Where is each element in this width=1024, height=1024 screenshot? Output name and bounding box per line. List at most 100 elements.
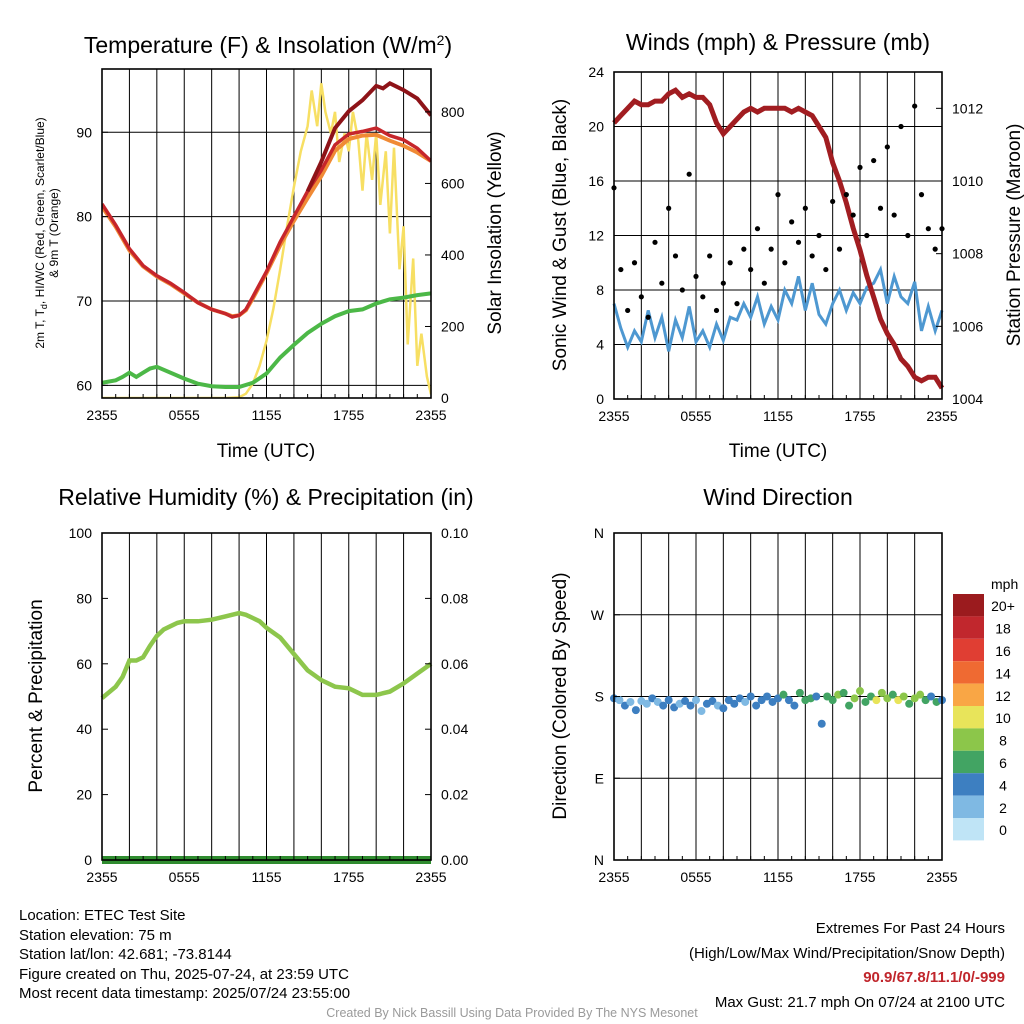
y2-tick-label: 0.10	[441, 525, 468, 541]
gust-point	[891, 212, 897, 218]
direction-point	[752, 701, 761, 710]
speed-legend-swatch	[953, 706, 984, 729]
y-tick-label: 70	[76, 293, 92, 309]
direction-point	[746, 692, 755, 701]
y-tick-label: 60	[76, 656, 92, 672]
speed-legend: mph 20+ 18 16 14 12 10 8 6 4 2 0	[953, 576, 1018, 841]
gust-point	[884, 144, 890, 150]
humidity-title: Relative Humidity (%) & Precipitation (i…	[58, 484, 473, 510]
direction-point	[872, 696, 881, 705]
gust-point	[802, 205, 808, 211]
y-tick-label: W	[591, 607, 605, 623]
y-tick-label: 24	[588, 64, 604, 80]
direction-point	[763, 692, 772, 701]
winds-ylabel: Sonic Wind & Gust (Blue, Black)	[550, 99, 571, 371]
gust-point	[850, 212, 856, 218]
y2-tick-label: 0.02	[441, 787, 468, 803]
gust-point	[727, 260, 733, 266]
gust-point	[843, 192, 849, 198]
x-tick-label: 2355	[415, 407, 446, 423]
winds-series	[611, 87, 945, 390]
direction-point	[812, 692, 821, 701]
max-gust: Max Gust: 21.7 mph On 07/24 at 2100 UTC	[714, 993, 1005, 1011]
y2-tick-label: 1008	[952, 246, 983, 262]
gust-point	[905, 232, 911, 239]
direction-point	[779, 690, 788, 699]
direction-point	[730, 699, 739, 708]
humidity-ylabel: Percent & Precipitation	[26, 599, 47, 792]
speed-legend-swatch	[953, 616, 984, 639]
gust-point	[864, 232, 870, 239]
y2-tick-label: 1012	[952, 100, 983, 116]
direction-point	[817, 719, 826, 728]
gust-point	[713, 307, 720, 314]
speed-legend-label: 8	[999, 733, 1007, 749]
direction-point	[741, 697, 750, 706]
gust-point	[795, 239, 802, 245]
gust-point	[918, 192, 925, 198]
direction-point	[790, 701, 799, 710]
winds-grid	[614, 72, 942, 399]
gust-point	[871, 157, 877, 164]
speed-legend-swatch	[953, 638, 984, 662]
direction-point	[845, 701, 854, 710]
gust-point	[925, 226, 931, 232]
wind-direction-panel: Wind Direction 2355 0555 1155 1755 2355NESWN…	[550, 484, 1018, 885]
speed-legend-label: 12	[995, 688, 1011, 704]
x-tick-label: 2355	[598, 408, 629, 424]
direction-point	[659, 701, 668, 710]
y-tick-label: 20	[588, 119, 604, 135]
y-tick-label: 60	[76, 377, 92, 393]
direction-point	[861, 697, 870, 706]
extremes-values: 90.9/67.8/11.1/0/-999	[863, 969, 1005, 986]
gust-point	[761, 280, 767, 286]
x-tick-label: 2355	[926, 869, 957, 885]
station-location: Location: ETEC Test Site	[19, 907, 186, 924]
wind-direction-series	[610, 687, 946, 728]
direction-point	[795, 688, 804, 697]
y2-tick-label: 0.00	[441, 852, 468, 868]
x-tick-label: 0555	[680, 408, 711, 424]
extremes-info: Extremes For Past 24 Hours (High/Low/Max…	[689, 917, 1005, 1015]
sonic-wind-line	[612, 265, 944, 352]
gust-point	[816, 232, 822, 239]
pressure-line	[612, 87, 945, 390]
speed-legend-label: 20+	[991, 598, 1015, 614]
winds-panel: Winds (mph) & Pressure (mb) 2355 0555 1155…	[550, 29, 1024, 462]
y2-tick-label: 0.06	[441, 656, 468, 672]
station-latlon: Station lat/lon: 42.681; -73.8144	[19, 946, 232, 963]
direction-point	[899, 692, 908, 701]
humidity-grid	[128, 533, 405, 860]
direction-point	[856, 687, 864, 696]
temperature-grid	[102, 69, 431, 398]
speed-legend-label: 16	[995, 643, 1011, 659]
temperature-panel: Temperature (F) & Insolation (W/m2) 2355…	[33, 32, 506, 462]
x-tick-label: 1155	[251, 869, 281, 885]
y2-tick-label: 200	[441, 318, 465, 334]
gust-point	[836, 246, 843, 252]
x-tick-label: 2355	[926, 408, 957, 424]
direction-point	[631, 706, 640, 715]
x-tick-label: 2355	[598, 869, 629, 885]
speed-legend-label: 6	[999, 755, 1007, 771]
y-tick-label: 12	[588, 228, 604, 244]
dewpoint-line	[102, 291, 431, 389]
x-tick-label: 2355	[86, 869, 117, 885]
direction-point	[681, 697, 690, 706]
speed-legend-swatch	[953, 750, 984, 774]
y2-tick-label: 0.04	[441, 721, 468, 737]
wind-direction-title: Wind Direction	[703, 484, 853, 510]
x-tick-label: 1755	[333, 407, 364, 423]
direction-point	[888, 690, 897, 699]
temperature-ticks: 2355 0555 1155 1755 2355 60 70 80 90 0 200 400 600 80…	[76, 104, 464, 423]
y-tick-label: 100	[69, 525, 93, 541]
y-tick-label: S	[595, 689, 604, 705]
temperature-series	[102, 80, 431, 398]
y2-tick-label: 1006	[952, 318, 983, 334]
wind-direction-ylabel: Direction (Colored By Speed)	[550, 572, 571, 819]
y-tick-label: E	[595, 770, 604, 786]
x-tick-label: 0555	[680, 869, 711, 885]
speed-legend-swatch	[953, 728, 984, 751]
direction-point	[692, 696, 700, 705]
direction-point	[916, 690, 925, 699]
